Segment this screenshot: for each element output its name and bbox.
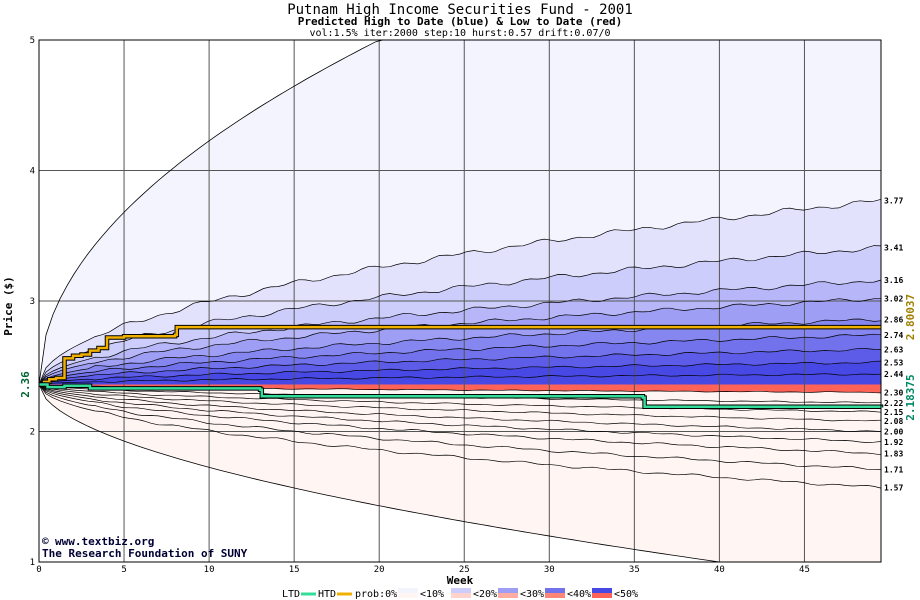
series — [39, 324, 884, 409]
band-label-7: 2.53 — [884, 358, 903, 367]
band-value-labels: 3.77 3.41 3.16 3.02 2.86 2.74 2.63 2.53 2.44 2.30… — [884, 197, 903, 493]
y-tick-1: 1 — [30, 558, 35, 568]
band-line-11 — [38, 384, 882, 413]
ltd-line — [39, 383, 883, 408]
upper-band-5 — [39, 319, 881, 385]
chart-subtitle: Predicted High to Date (blue) & Low to D… — [298, 15, 623, 28]
band-label-5: 2.74 — [884, 331, 903, 340]
grid — [39, 40, 881, 562]
upper-band-7 — [39, 348, 881, 385]
band-label-17: 1.57 — [884, 484, 903, 493]
y-tick-5: 5 — [30, 36, 35, 46]
band-line-17 — [38, 384, 882, 489]
band-label-8: 2.44 — [884, 370, 903, 379]
band-label-1: 3.41 — [884, 243, 903, 252]
band-label-4: 2.86 — [884, 315, 903, 324]
copyright-mark: © — [42, 535, 49, 548]
band-line-13 — [38, 384, 882, 432]
leg-p30-red — [545, 593, 565, 598]
htd-final-label: 2.80037 — [904, 294, 917, 340]
band-label-11: 2.15 — [884, 408, 903, 417]
legend-p40: <40% — [567, 589, 591, 600]
x-tick-40: 40 — [714, 565, 725, 575]
band-line-12 — [38, 384, 882, 422]
band-line-6 — [38, 347, 882, 385]
band-line-7 — [38, 360, 882, 385]
x-tick-25: 25 — [459, 565, 470, 575]
chart-params: vol:1.5% iter:2000 step:10 hurst:0.57 dr… — [309, 28, 610, 39]
leg-p20-red — [498, 593, 518, 598]
legend-p50: <50% — [614, 589, 638, 600]
legend-prob-label: prob:0% — [355, 589, 397, 600]
x-tick-45: 45 — [799, 565, 810, 575]
band-line-0 — [38, 198, 882, 385]
leg-p10-red — [451, 593, 471, 598]
band-line-15 — [38, 384, 882, 456]
legend-p20: <20% — [473, 589, 497, 600]
credit-org: The Research Foundation of SUNY — [42, 547, 248, 560]
ltd-final-label: 2.18375 — [904, 374, 917, 420]
band-label-13: 2.00 — [884, 428, 903, 437]
lower-band-9 — [39, 384, 881, 562]
upper-band-6 — [39, 334, 881, 385]
start-value-label: 2.36 — [19, 371, 32, 398]
x-tick-15: 15 — [289, 565, 300, 575]
band-line-16 — [38, 384, 882, 471]
x-tick-0: 0 — [36, 565, 41, 575]
x-tick-30: 30 — [544, 565, 555, 575]
upper-band-8 — [39, 361, 881, 385]
y-tick-3: 3 — [30, 297, 35, 307]
band-label-2: 3.16 — [884, 276, 903, 285]
band-line-2 — [38, 279, 882, 385]
credit: © www.textbiz.org The Research Foundatio… — [42, 535, 248, 560]
band-line-3 — [38, 298, 881, 385]
band-label-12: 2.08 — [884, 417, 903, 426]
band-label-16: 1.71 — [884, 465, 903, 474]
y-tick-4: 4 — [30, 167, 35, 177]
legend-p10: <10% — [420, 589, 444, 600]
upper-band-4 — [39, 298, 881, 385]
x-axis-label: Week — [447, 574, 474, 587]
band-label-10: 2.22 — [884, 399, 903, 408]
x-tick-5: 5 — [121, 565, 126, 575]
band-label-14: 1.92 — [884, 438, 903, 447]
upper-band-2 — [39, 245, 881, 385]
band-line-5 — [38, 333, 882, 385]
x-tick-20: 20 — [374, 565, 385, 575]
band-label-9: 2.30 — [884, 388, 903, 397]
plot-frame — [38, 39, 882, 563]
upper-band-0 — [39, 40, 881, 385]
band-label-6: 2.63 — [884, 345, 903, 354]
chart-title: Putnam High Income Securities Fund - 200… — [287, 2, 633, 18]
y-tick-2: 2 — [30, 428, 35, 438]
y-axis-label: Price ($) — [2, 276, 15, 336]
leg-p40-red — [592, 593, 612, 598]
legend-htd-label: HTD — [318, 589, 336, 600]
x-tick-35: 35 — [629, 565, 640, 575]
credit-site: www.textbiz.org — [55, 535, 154, 548]
band-line-8 — [38, 373, 882, 385]
upper-band-1 — [39, 199, 881, 385]
legend: LTD HTD prob:0% <10% <20% <30% <40% <50% — [282, 588, 638, 600]
x-tick-10: 10 — [204, 565, 215, 575]
htd-line — [39, 325, 881, 386]
band-label-15: 1.83 — [884, 450, 903, 459]
upper-band-3 — [39, 280, 881, 385]
leg-p0-red — [398, 593, 418, 598]
legend-p30: <30% — [520, 589, 544, 600]
legend-ltd-label: LTD — [282, 589, 300, 600]
band-label-0: 3.77 — [884, 197, 903, 206]
band-label-3: 3.02 — [884, 294, 903, 303]
band-line-14 — [38, 384, 882, 443]
